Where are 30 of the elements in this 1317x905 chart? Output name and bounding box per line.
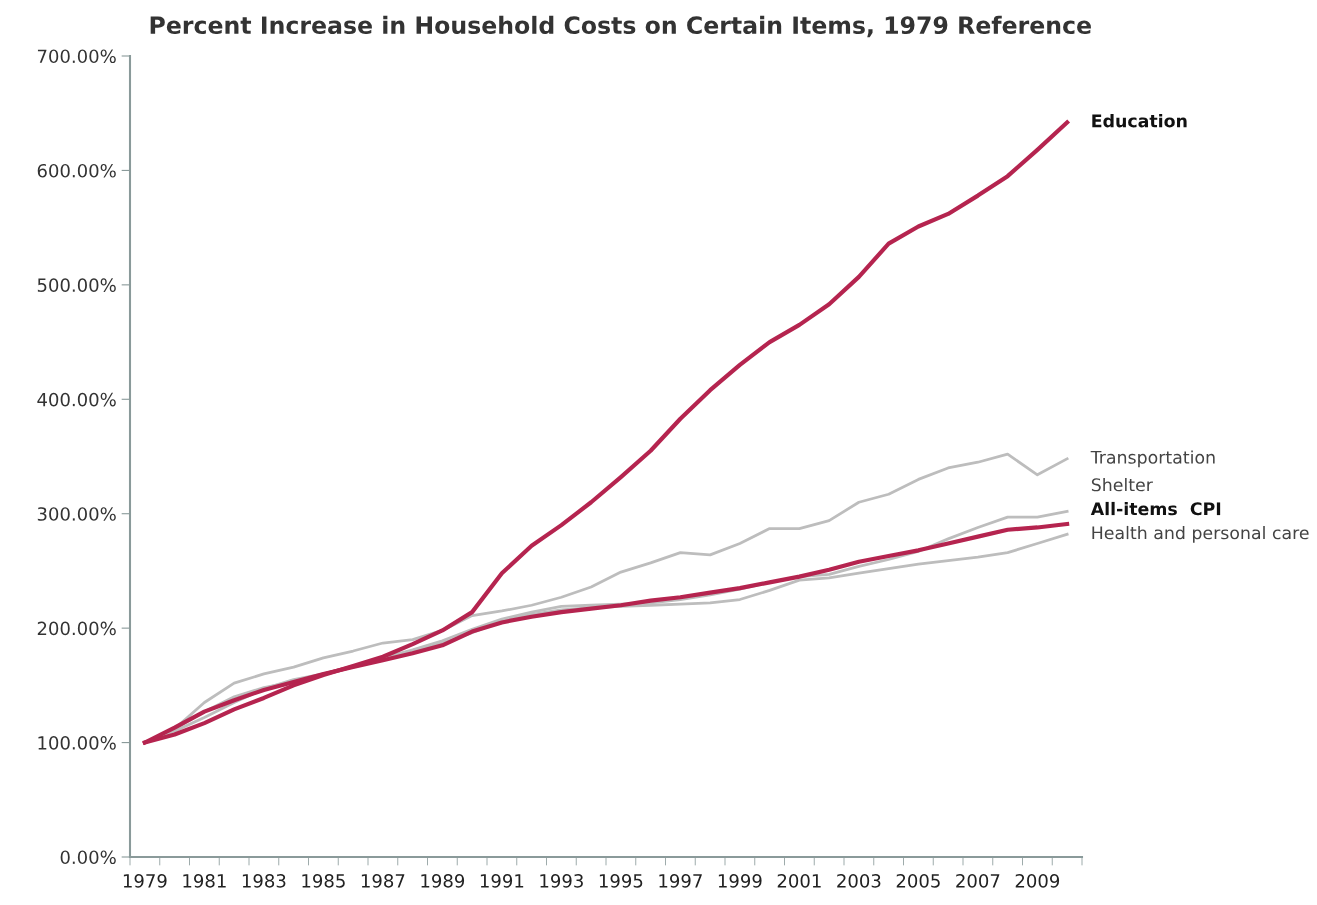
x-tick-label: 2009 bbox=[1015, 873, 1060, 888]
y-tick-label: 0.00% bbox=[60, 850, 116, 865]
x-tick-label: 2005 bbox=[896, 873, 940, 888]
x-tick-label: 1987 bbox=[361, 873, 405, 888]
chart-title: Percent Increase in Household Costs on Certain Items, 1979 Reference bbox=[150, 15, 1091, 38]
x-tick-label: 1979 bbox=[123, 873, 167, 888]
x-tick-label: 2001 bbox=[777, 873, 821, 888]
series-label: Transportation bbox=[1090, 450, 1215, 468]
y-tick-label: 300.00% bbox=[37, 507, 116, 521]
y-tick-label: 200.00% bbox=[37, 621, 116, 636]
x-tick-label: 1993 bbox=[540, 873, 583, 888]
series-label: All-items CPI bbox=[1090, 501, 1221, 516]
x-tick-label: 2007 bbox=[956, 873, 1000, 888]
x-tick-label: 1991 bbox=[480, 873, 524, 888]
x-tick-label: 1985 bbox=[302, 873, 345, 888]
x-tick-label: 1999 bbox=[718, 873, 762, 888]
x-tick-label: 1995 bbox=[599, 873, 643, 888]
x-tick-label: 1997 bbox=[659, 873, 702, 888]
y-tick-label: 100.00% bbox=[38, 736, 116, 750]
series-label: Education bbox=[1092, 113, 1187, 128]
y-tick-label: 700.00% bbox=[37, 49, 116, 64]
y-tick-label: 400.00% bbox=[37, 392, 116, 407]
y-tick-label: 600.00% bbox=[37, 163, 116, 178]
x-tick-label: 1981 bbox=[183, 873, 226, 888]
y-tick-label: 500.00% bbox=[37, 278, 116, 292]
x-tick-label: 2003 bbox=[837, 873, 881, 888]
x-tick-label: 1989 bbox=[421, 873, 465, 888]
series-label: Shelter bbox=[1091, 477, 1153, 492]
series-label: Health and personal care bbox=[1092, 525, 1309, 543]
x-tick-label: 1983 bbox=[242, 873, 286, 888]
